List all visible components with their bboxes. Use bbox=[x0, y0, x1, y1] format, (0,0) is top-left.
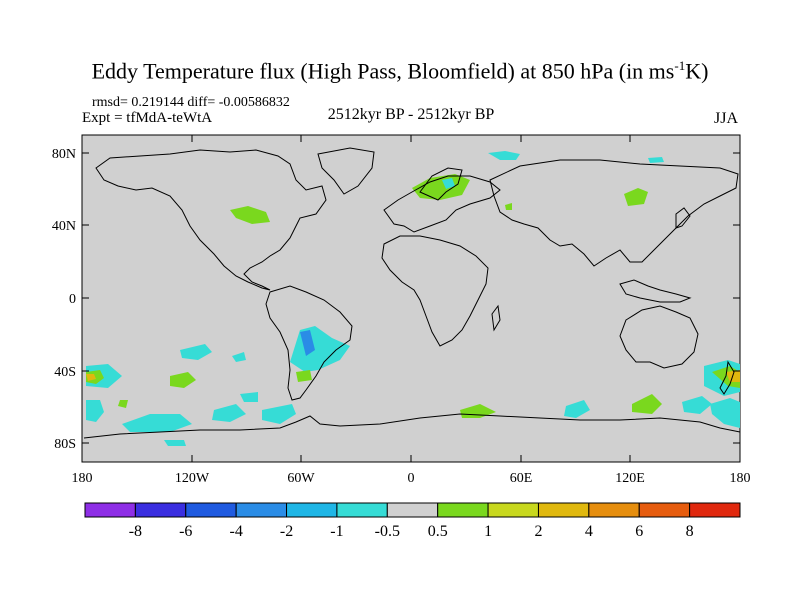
map-frame bbox=[81, 134, 741, 463]
lon-tick-label: 60E bbox=[510, 471, 533, 486]
legend-swatch bbox=[437, 502, 489, 518]
legend-label: -4 bbox=[229, 523, 242, 540]
legend-label: 8 bbox=[686, 523, 694, 540]
legend-label: 4 bbox=[585, 523, 593, 540]
legend-swatch bbox=[689, 502, 741, 518]
period-label: 2512kyr BP - 2512kyr BP bbox=[327, 106, 495, 123]
color-legend: -8 -6 -4 -2 -1 -0.5 0.5 1 2 4 6 8 bbox=[84, 502, 741, 540]
lat-tick-label: 0 bbox=[69, 292, 76, 307]
legend-label: 6 bbox=[635, 523, 643, 540]
legend-swatch bbox=[84, 502, 136, 518]
experiment-label: Expt = tfMdA-teWtA bbox=[82, 110, 213, 126]
legend-label: -6 bbox=[179, 523, 192, 540]
lat-tick-label: 80N bbox=[52, 147, 76, 162]
lon-tick-label: 0 bbox=[408, 471, 415, 486]
lon-tick-label: 120W bbox=[175, 471, 210, 486]
legend-swatch bbox=[638, 502, 691, 518]
longitude-axis: 180 120W 60W 0 60E 120E 180 bbox=[72, 135, 751, 486]
lat-tick-label: 40S bbox=[54, 365, 76, 380]
legend-swatch bbox=[537, 502, 590, 518]
lat-tick-label: 80S bbox=[54, 437, 76, 452]
legend-swatch bbox=[588, 502, 640, 518]
legend-swatch bbox=[286, 502, 338, 518]
legend-swatch bbox=[185, 502, 237, 518]
legend-swatch bbox=[487, 502, 539, 518]
legend-swatch bbox=[386, 502, 439, 518]
legend-label: 2 bbox=[534, 523, 542, 540]
legend-label: 0.5 bbox=[428, 523, 448, 540]
anomaly-patches bbox=[86, 151, 740, 446]
lon-tick-label: 180 bbox=[72, 471, 93, 486]
lat-tick-label: 40N bbox=[52, 219, 76, 234]
legend-swatch bbox=[235, 502, 288, 518]
latitude-axis: 80N 40N 0 40S 80S bbox=[52, 147, 740, 452]
lon-tick-label: 60W bbox=[287, 471, 315, 486]
lon-tick-label: 120E bbox=[615, 471, 645, 486]
legend-swatch bbox=[134, 502, 187, 518]
rmsd-diff-label: rmsd= 0.219144 diff= -0.00586832 bbox=[92, 95, 290, 110]
legend-label: -2 bbox=[280, 523, 293, 540]
legend-label: -0.5 bbox=[375, 523, 400, 540]
legend-label: -8 bbox=[129, 523, 142, 540]
season-label: JJA bbox=[714, 110, 739, 127]
lon-tick-label: 180 bbox=[730, 471, 751, 486]
coastlines bbox=[83, 147, 741, 439]
plot-title: Eddy Temperature flux (High Pass, Bloomf… bbox=[91, 58, 709, 84]
legend-label: 1 bbox=[484, 523, 492, 540]
legend-swatch bbox=[336, 502, 388, 518]
legend-label: -1 bbox=[330, 523, 343, 540]
